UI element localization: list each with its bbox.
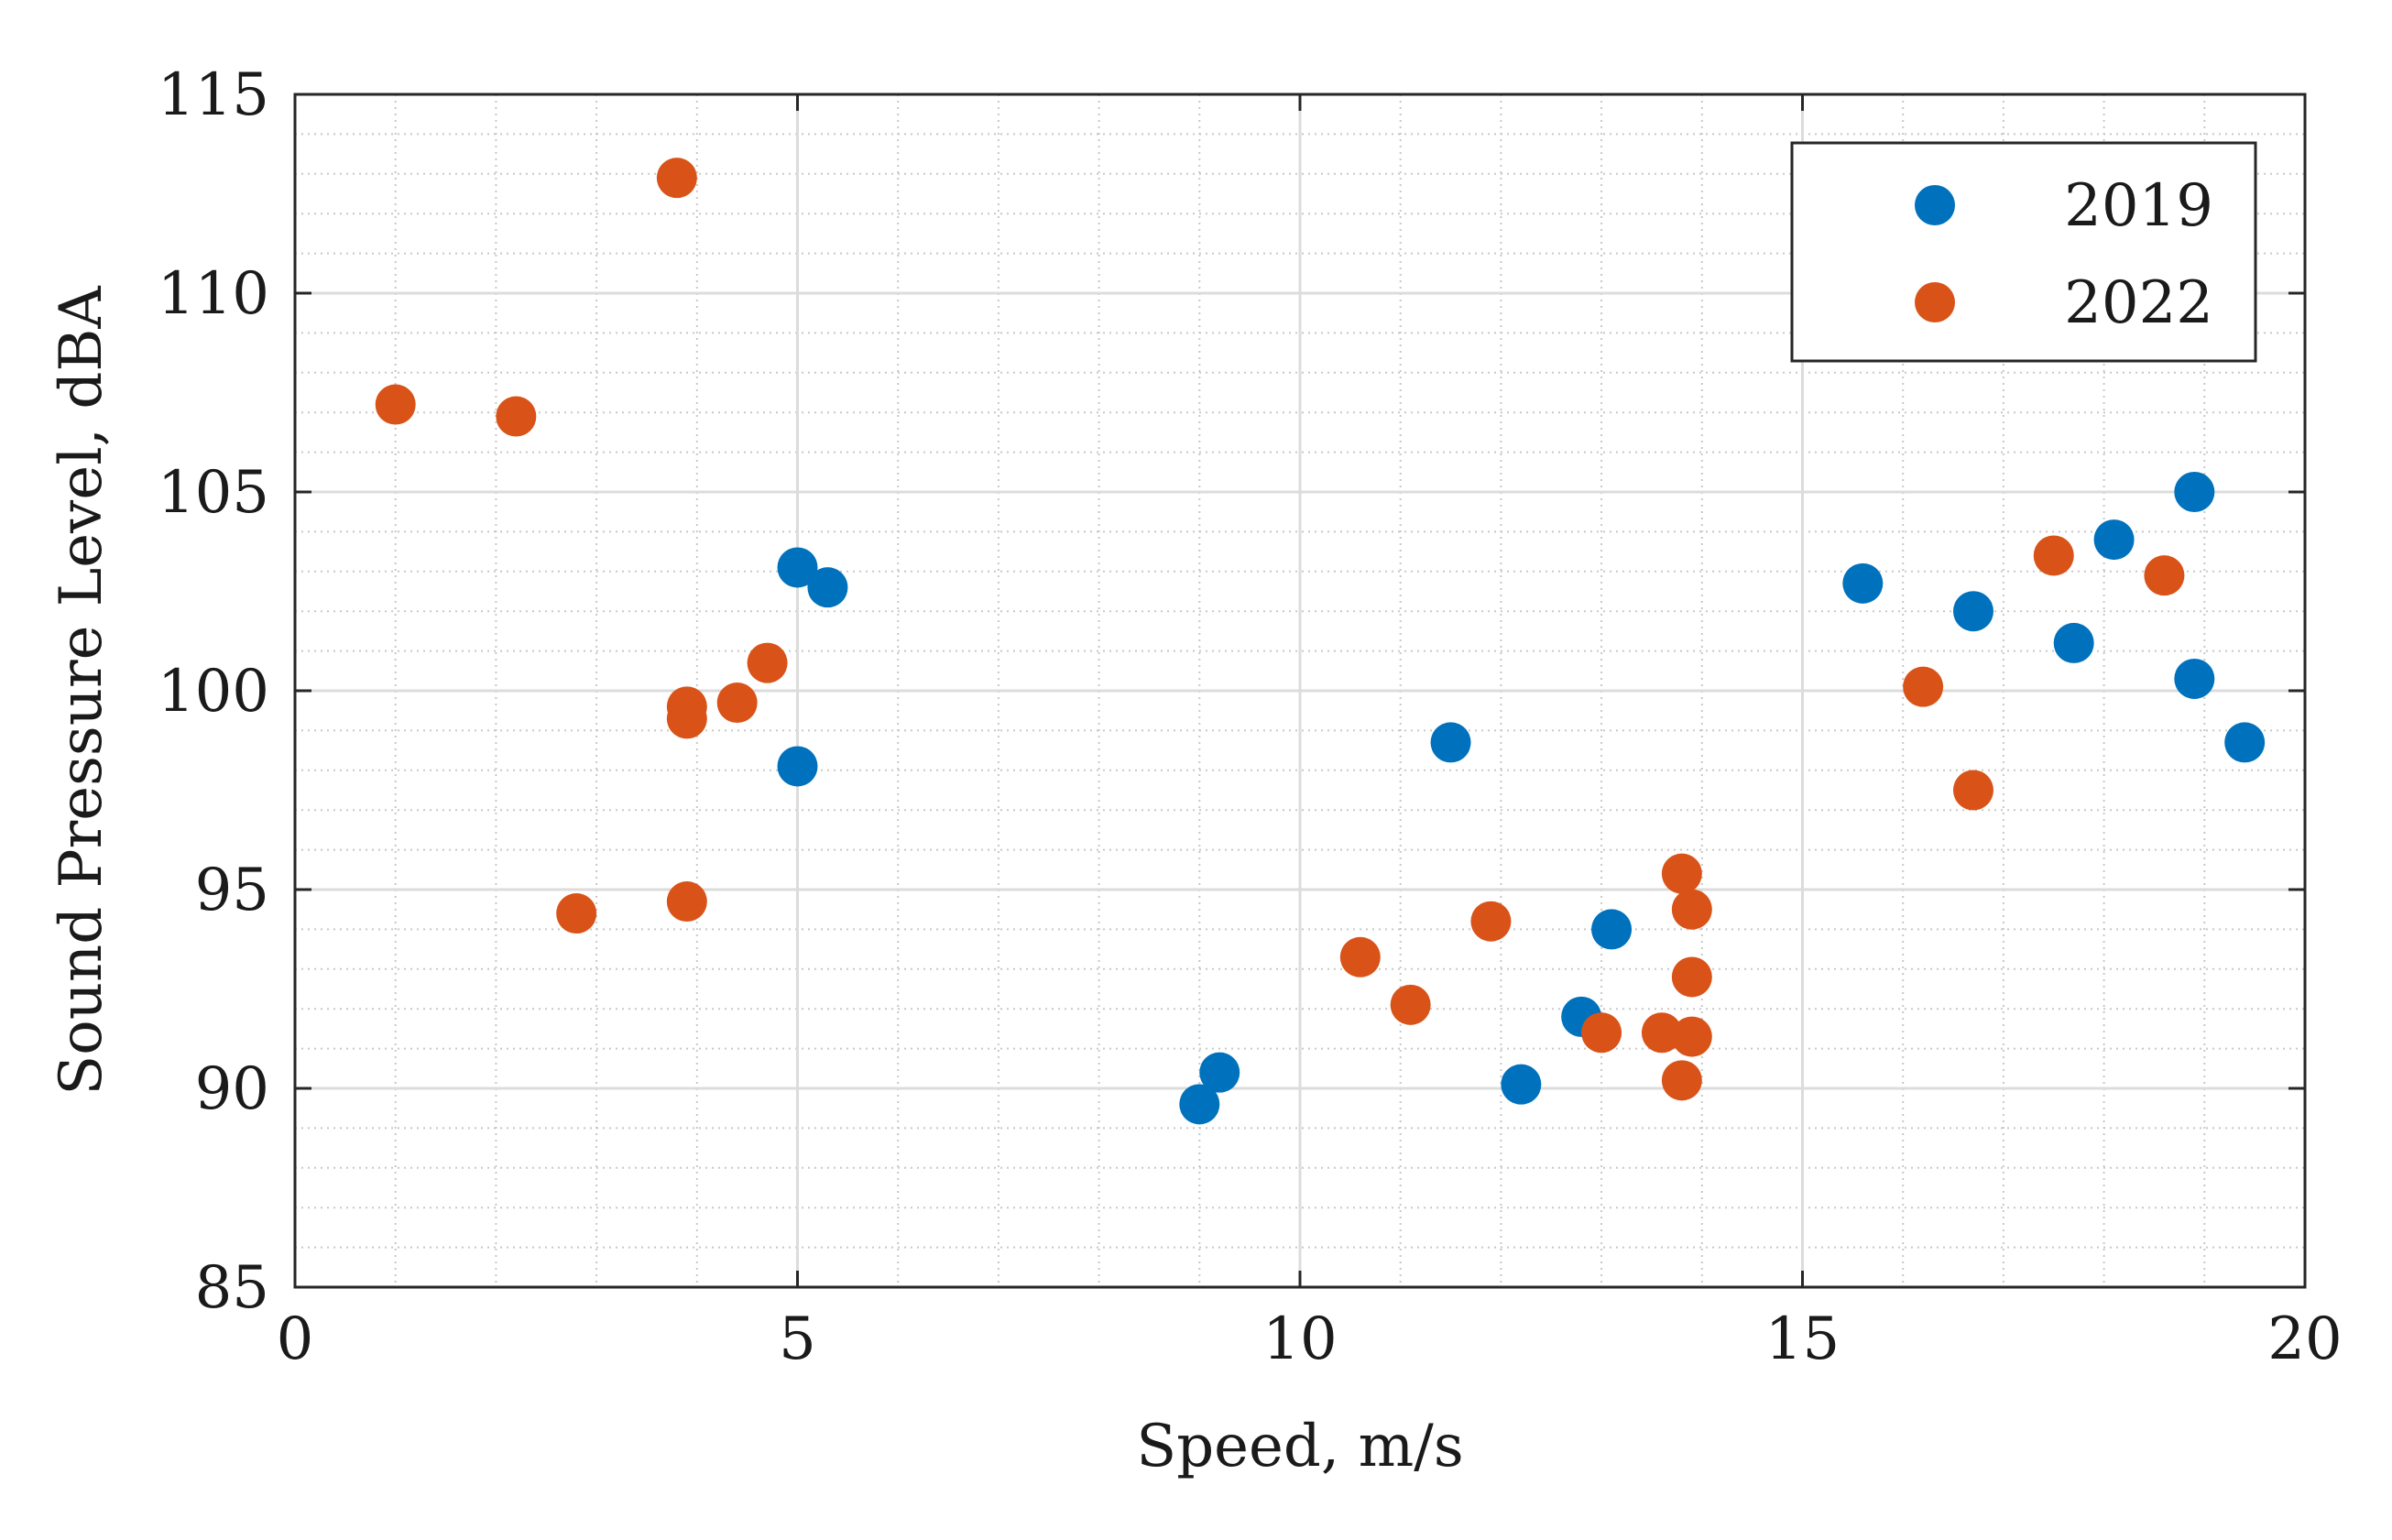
data-point-2022	[375, 384, 416, 425]
x-axis-ticks: 0 5 10 15 20	[277, 94, 2343, 1373]
x-tick-label: 15	[1765, 1305, 1840, 1373]
x-tick-label: 20	[2267, 1305, 2342, 1373]
x-tick-label: 10	[1262, 1305, 1337, 1373]
y-tick-label: 100	[158, 658, 269, 726]
data-point-2019	[1199, 1052, 1240, 1093]
data-point-2019	[777, 746, 818, 787]
legend-label-2022: 2022	[2064, 269, 2213, 337]
data-point-2022	[666, 881, 707, 923]
data-points	[375, 158, 2266, 1125]
data-point-2022	[1671, 1016, 1712, 1057]
data-point-2019	[2224, 722, 2266, 763]
data-point-2022	[1661, 1060, 1702, 1101]
y-tick-label: 110	[158, 260, 269, 328]
data-point-2019	[2053, 622, 2094, 663]
data-point-2019	[777, 547, 818, 588]
data-point-2022	[2033, 535, 2074, 576]
data-point-2019	[1591, 909, 1633, 950]
data-point-2022	[1339, 936, 1381, 978]
y-tick-label: 95	[195, 857, 269, 924]
data-point-2022	[716, 683, 758, 724]
data-point-2022	[1470, 901, 1512, 942]
legend-marker-2022	[1915, 282, 1955, 322]
data-point-2022	[1671, 889, 1712, 930]
data-point-2022	[747, 642, 788, 683]
data-point-2022	[666, 698, 707, 739]
y-axis-label: Sound Pressure Level, dBA	[48, 286, 115, 1096]
data-point-2022	[656, 158, 697, 199]
y-tick-label: 115	[158, 61, 269, 129]
x-tick-label: 0	[277, 1305, 314, 1373]
data-point-2019	[1842, 562, 1884, 604]
data-point-2019	[1501, 1064, 1542, 1105]
data-point-2022	[1671, 956, 1712, 998]
x-axis-label: Speed, m/s	[1136, 1413, 1463, 1480]
data-point-2022	[1390, 984, 1431, 1025]
data-point-2019	[2174, 472, 2215, 512]
legend-box	[1790, 141, 2257, 363]
legend-marker-2019	[1915, 185, 1955, 225]
data-point-2019	[807, 567, 848, 608]
data-point-2022	[1641, 1012, 1682, 1054]
data-point-2022	[1903, 666, 1944, 707]
y-tick-label: 90	[195, 1055, 269, 1123]
data-point-2019	[2174, 658, 2215, 699]
data-point-2022	[1661, 853, 1702, 894]
data-point-2022	[496, 396, 537, 437]
data-point-2019	[1179, 1084, 1220, 1125]
data-point-2019	[2093, 519, 2135, 561]
legend-label-2019: 2019	[2064, 172, 2213, 240]
y-tick-label: 85	[195, 1254, 269, 1322]
legend: 2019 2022	[1790, 141, 2257, 363]
y-tick-label: 105	[158, 459, 269, 527]
data-point-2019	[1952, 591, 1993, 632]
data-point-2022	[1581, 1012, 1622, 1054]
data-point-2022	[1952, 770, 1993, 811]
data-point-2019	[1430, 722, 1471, 763]
data-point-2022	[556, 893, 597, 934]
y-axis-ticks: 85 90 95 100 105 110 115	[158, 61, 2305, 1322]
data-point-2022	[2144, 555, 2185, 596]
x-tick-label: 5	[779, 1305, 816, 1373]
